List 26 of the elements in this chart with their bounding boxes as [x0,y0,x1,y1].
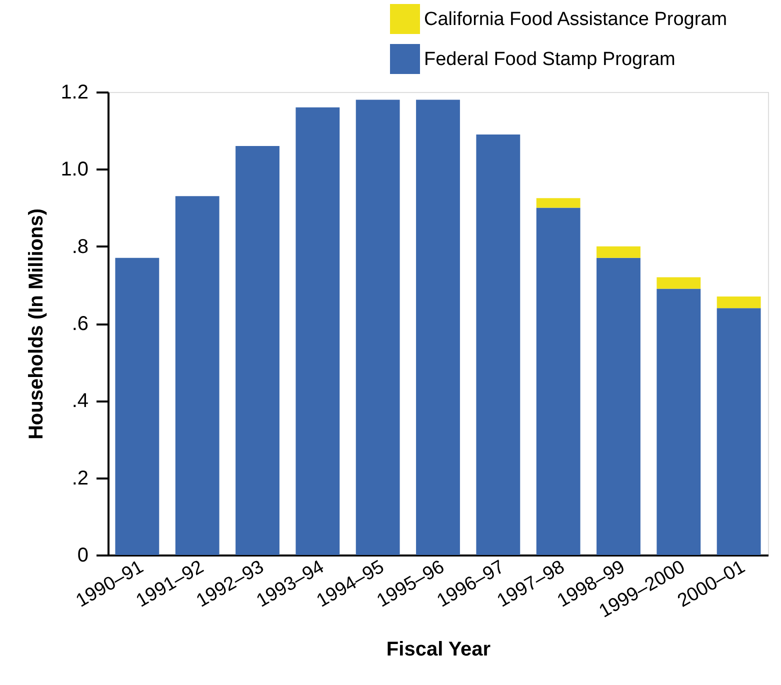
bar [416,100,460,555]
bar [596,258,640,555]
y-tick-label: 1.0 [60,158,88,181]
y-tick-label: .4 [72,390,88,412]
bar [716,308,761,555]
bar [536,198,580,208]
bar [175,196,220,555]
bar [236,146,280,555]
bar [716,296,761,308]
y-tick-label: .8 [72,236,88,258]
y-tick-label: 1.2 [60,82,88,104]
y-tick-label: .2 [72,467,88,490]
legend-label: California Food Assistance Program [424,9,728,30]
bar [296,107,340,555]
y-tick-label: .6 [72,313,88,335]
y-tick-label: 0 [77,544,88,566]
bar [356,100,400,555]
bar [476,134,520,555]
x-axis-title: Fiscal Year [386,638,491,661]
bar [536,208,580,555]
bar [656,288,701,555]
legend-label: Federal Food Stamp Program [424,49,676,70]
y-axis-title: Households (In Millions) [26,208,48,440]
bar [115,258,160,555]
bar [656,277,701,289]
bar [596,246,640,258]
